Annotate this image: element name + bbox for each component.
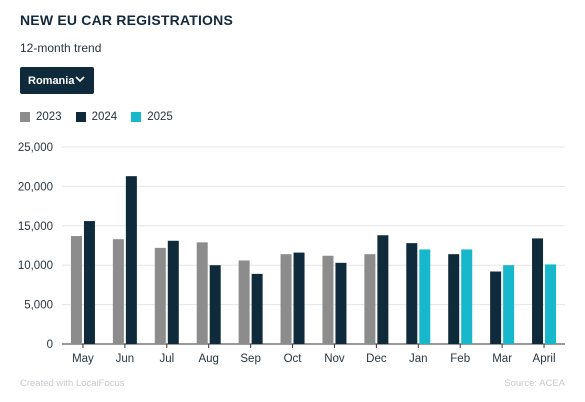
country-dropdown-label: Romania	[28, 74, 75, 87]
y-tick-label: 5,000	[24, 300, 53, 312]
bar-2023-oct	[280, 254, 292, 344]
x-tick-label: Jun	[116, 353, 135, 365]
legend-item-2025[interactable]: 2025	[131, 111, 173, 123]
bar-2025-jan	[419, 249, 431, 344]
legend: 2023 2024 2025	[20, 111, 187, 123]
legend-swatch-2024	[75, 112, 86, 122]
y-tick-label: 15,000	[18, 221, 53, 233]
bar-2024-oct	[293, 252, 305, 344]
bar-2024-jul	[167, 240, 179, 344]
bar-2024-nov	[335, 262, 347, 344]
country-dropdown[interactable]: Romania	[20, 67, 94, 94]
x-tick-label: April	[533, 353, 556, 365]
bar-2023-aug	[196, 242, 208, 344]
bar-2024-aug	[209, 265, 221, 344]
x-tick-label: Aug	[198, 353, 218, 365]
bar-2025-mar	[503, 265, 515, 344]
bar-2023-jul	[154, 247, 166, 344]
bar-2024-april	[532, 238, 544, 344]
x-tick-label: Sep	[240, 353, 260, 365]
chevron-down-icon	[75, 76, 85, 83]
x-tick-label: Oct	[284, 353, 303, 365]
credit-text: Created with LocalFocus	[20, 378, 125, 389]
legend-item-2024[interactable]: 2024	[75, 111, 118, 123]
x-tick-label: Nov	[324, 353, 345, 365]
bar-2024-sep	[251, 273, 263, 344]
source-text: Source: ACEA	[504, 378, 565, 389]
legend-item-2023[interactable]: 2023	[20, 111, 62, 123]
chart-subtitle: 12-month trend	[20, 41, 102, 55]
y-tick-label: 10,000	[18, 260, 53, 272]
legend-swatch-2025	[131, 112, 142, 122]
y-tick-label: 25,000	[18, 142, 53, 154]
bar-2023-jun	[112, 239, 124, 344]
bar-2024-jan	[406, 243, 418, 344]
chart-title: NEW EU CAR REGISTRATIONS	[20, 12, 233, 28]
bar-2023-may	[70, 236, 82, 344]
bar-2024-dec	[377, 235, 389, 344]
x-tick-label: Jul	[159, 353, 174, 365]
legend-swatch-2023	[20, 112, 30, 122]
bar-2024-jun	[125, 176, 137, 344]
x-tick-label: Feb	[450, 353, 470, 365]
bar-2025-feb	[461, 249, 473, 344]
bar-2024-mar	[490, 271, 502, 344]
y-tick-label: 0	[47, 339, 53, 351]
legend-label-2024: 2024	[91, 111, 118, 123]
x-tick-label: Mar	[492, 353, 512, 365]
x-tick-label: Dec	[366, 353, 387, 365]
bar-2025-april	[545, 264, 557, 344]
bar-2023-nov	[322, 255, 334, 344]
x-tick-label: May	[72, 353, 94, 365]
bar-2024-may	[83, 221, 95, 344]
y-tick-label: 20,000	[18, 181, 53, 193]
bar-2024-feb	[448, 254, 460, 344]
bar-2023-sep	[238, 260, 250, 344]
legend-label-2023: 2023	[36, 111, 62, 123]
legend-label-2025: 2025	[147, 111, 173, 123]
bar-2023-dec	[364, 254, 376, 344]
x-tick-label: Jan	[409, 353, 428, 365]
